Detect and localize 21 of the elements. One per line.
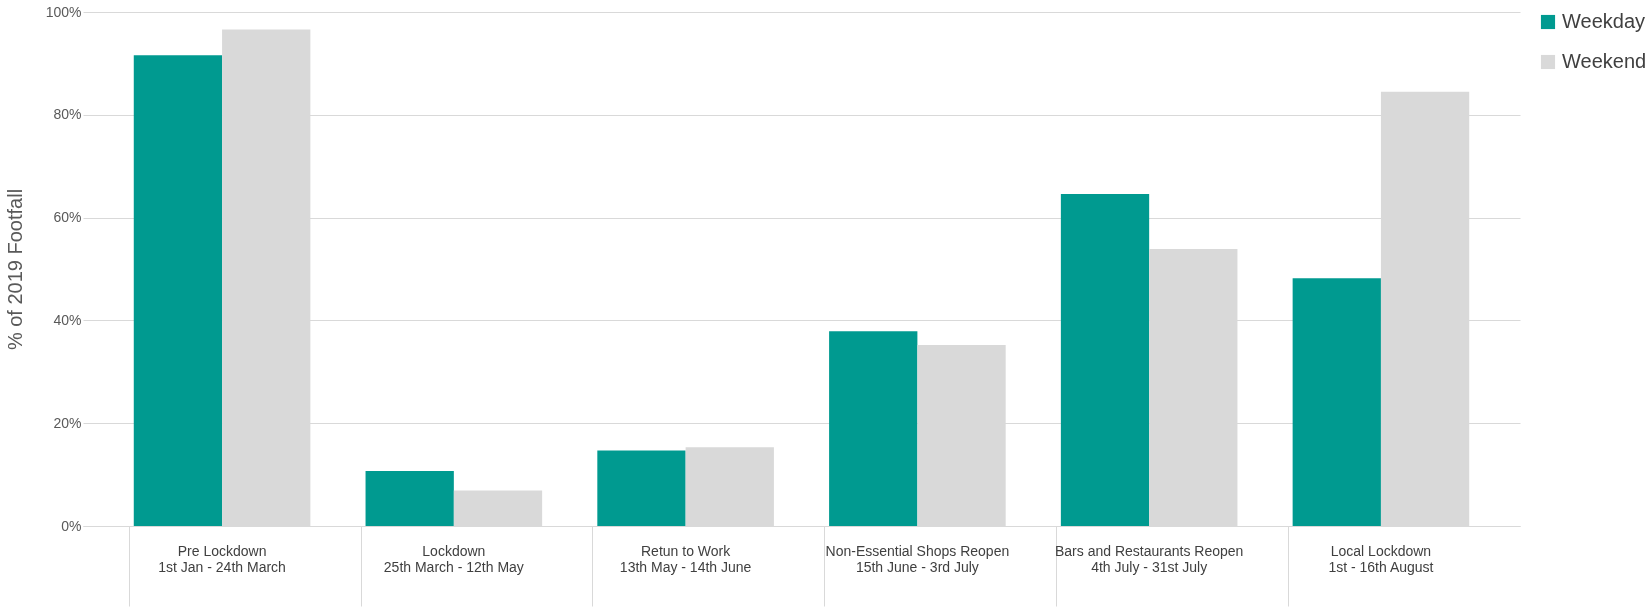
y-tick-label: 40% bbox=[53, 311, 82, 328]
bar bbox=[1292, 278, 1381, 526]
y-tick-label: 80% bbox=[53, 106, 82, 123]
x-tick-label: Retun to Work 13th May - 14th June bbox=[619, 542, 752, 575]
x-tick-label: Local Lockdown 1st - 16th August bbox=[1328, 542, 1434, 575]
bar bbox=[1060, 193, 1150, 526]
x-tick-label: Lockdown 25th March - 12th May bbox=[383, 542, 524, 575]
bar bbox=[829, 331, 918, 526]
x-tick-label: Non-Essential Shops Reopen 15th June - 3rd July bbox=[825, 542, 1010, 575]
y-tick-label: 60% bbox=[53, 209, 82, 226]
legend-label: Weekday bbox=[1562, 10, 1646, 32]
bar bbox=[133, 55, 223, 526]
y-tick-label: 100% bbox=[45, 3, 82, 20]
x-tick-label: Bars and Restaurants Reopen 4th July - 31st July bbox=[1054, 542, 1244, 575]
legend-label: Weekend bbox=[1562, 50, 1647, 72]
x-tick-label: Pre Lockdown 1st Jan - 24th March bbox=[158, 542, 286, 575]
y-axis-title: % of 2019 Footfall bbox=[3, 188, 26, 351]
bar bbox=[365, 471, 454, 526]
y-tick-label: 0% bbox=[61, 517, 82, 534]
bar bbox=[597, 450, 686, 526]
y-tick-label: 20% bbox=[53, 414, 82, 431]
